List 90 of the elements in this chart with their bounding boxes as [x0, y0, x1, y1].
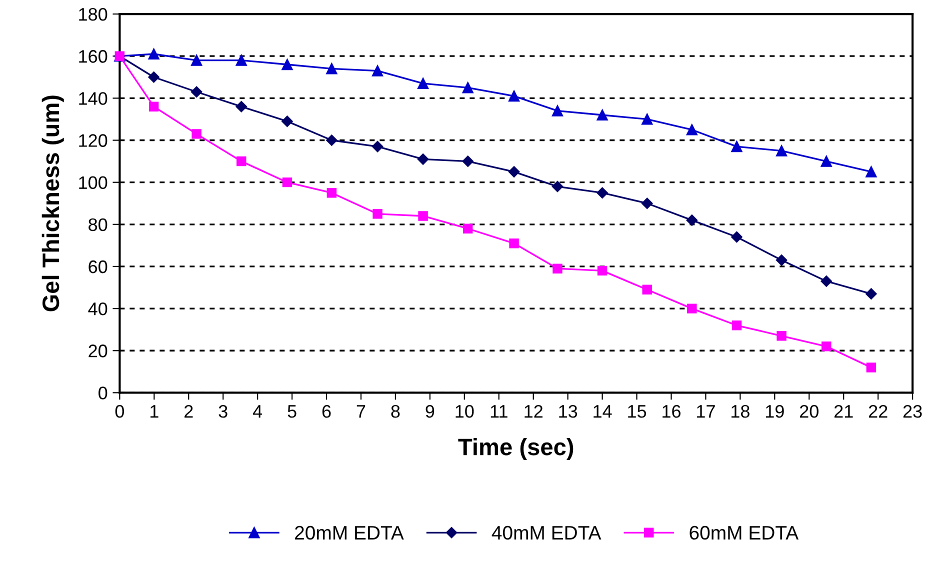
- point: [282, 177, 292, 188]
- x-tick-label: 2: [184, 404, 193, 418]
- x-tick-label: 12: [524, 404, 542, 418]
- x-tick-label: 9: [426, 404, 434, 418]
- point: [866, 288, 877, 300]
- point: [687, 304, 697, 314]
- x-tick-label: 18: [732, 404, 750, 418]
- point: [462, 156, 474, 167]
- point: [732, 320, 742, 330]
- point: [508, 90, 520, 102]
- point: [282, 116, 293, 127]
- point: [417, 154, 429, 165]
- y-tick-label: 160: [79, 50, 108, 63]
- y-axis-title: Gel Thickness (um): [42, 96, 64, 312]
- point: [822, 342, 832, 352]
- y-tick-label: 140: [79, 92, 108, 105]
- point: [372, 140, 384, 152]
- point: [148, 102, 159, 112]
- point: [190, 86, 202, 98]
- point: [596, 187, 608, 198]
- point: [731, 141, 742, 152]
- point: [776, 331, 786, 341]
- x-tick-label: 3: [218, 404, 228, 418]
- legend-label: 20mM EDTA: [295, 526, 404, 540]
- x-tick-label: 11: [490, 405, 508, 418]
- x-tick-label: 10: [456, 404, 474, 418]
- point: [148, 48, 160, 60]
- point: [776, 254, 788, 266]
- x-tick-label: 19: [766, 404, 784, 418]
- x-tick-label: 17: [697, 405, 715, 418]
- x-tick-label: 1: [150, 405, 158, 418]
- point: [191, 54, 202, 66]
- point: [597, 266, 608, 276]
- point: [820, 156, 832, 167]
- point: [326, 134, 338, 146]
- y-tick-label: 0: [98, 386, 108, 400]
- point: [236, 54, 247, 66]
- point: [192, 129, 202, 139]
- y-tick-label: 80: [88, 218, 108, 232]
- x-tick-label: 8: [391, 404, 400, 418]
- point: [372, 209, 382, 219]
- point: [509, 238, 519, 248]
- point: [372, 65, 384, 76]
- point: [596, 109, 608, 121]
- x-tick-label: 5: [288, 405, 296, 418]
- point: [462, 224, 473, 234]
- point: [642, 284, 652, 294]
- y-tick-label: 40: [88, 302, 108, 316]
- x-tick-label: 16: [662, 404, 680, 418]
- point: [282, 58, 293, 70]
- x-tick-label: 7: [356, 405, 366, 418]
- x-tick-label: 22: [868, 404, 888, 418]
- point: [642, 198, 653, 209]
- x-tick-label: 0: [115, 404, 124, 418]
- point: [731, 231, 742, 243]
- legend-label: 60mM EDTA: [690, 526, 799, 540]
- point: [820, 276, 832, 287]
- point: [776, 145, 788, 156]
- x-tick-label: 21: [834, 404, 853, 418]
- point: [236, 156, 246, 166]
- y-tick-label: 100: [79, 176, 108, 190]
- point: [326, 188, 337, 198]
- point: [148, 72, 160, 83]
- y-tick-label: 180: [79, 8, 108, 21]
- point: [686, 214, 698, 226]
- x-axis-title: Time (sec): [458, 438, 574, 460]
- point: [462, 82, 474, 94]
- legend-label: 40mM EDTA: [492, 526, 602, 540]
- point: [552, 105, 564, 116]
- x-tick-label: 4: [252, 405, 262, 418]
- point: [236, 100, 247, 112]
- x-tick-label: 13: [559, 404, 578, 418]
- x-tick-label: 6: [322, 404, 331, 418]
- point: [508, 166, 520, 178]
- point: [552, 180, 564, 192]
- y-tick-label: 20: [88, 344, 108, 358]
- point: [326, 63, 338, 74]
- point: [552, 264, 562, 274]
- point: [686, 124, 698, 136]
- y-tick-label: 120: [79, 134, 108, 147]
- point: [866, 362, 876, 372]
- point: [642, 114, 653, 125]
- x-tick-label: 15: [628, 405, 646, 418]
- x-tick-label: 14: [594, 405, 612, 418]
- point: [418, 211, 428, 221]
- y-tick-label: 60: [88, 260, 108, 274]
- x-tick-label: 23: [903, 404, 922, 418]
- point: [417, 78, 429, 90]
- point: [866, 166, 877, 178]
- x-tick-label: 20: [800, 404, 818, 418]
